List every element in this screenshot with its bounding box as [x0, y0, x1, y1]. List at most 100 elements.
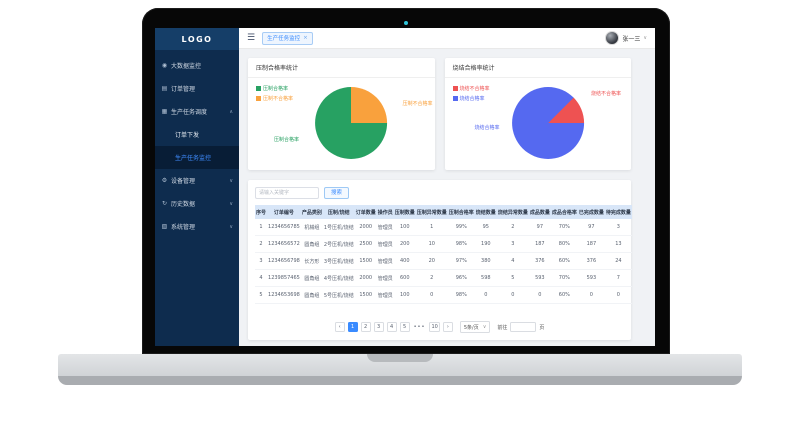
- sidebar-item-label: 大数据监控: [171, 63, 202, 70]
- table-cell: 593: [577, 269, 605, 287]
- table-cell: 5: [496, 269, 529, 287]
- table-cell: 3: [496, 235, 529, 253]
- table-row[interactable]: 4 1239857465 圆角组 4号压机/烧结 2000 管理员 600 2 96% 598 5 5…: [255, 269, 632, 287]
- table-cell: 2000: [354, 269, 377, 287]
- user-name: 张一三: [622, 35, 641, 43]
- prev-page-button[interactable]: ‹: [334, 322, 345, 332]
- sidebar-item-label: 订单下发: [175, 132, 200, 139]
- table-cell: 95: [474, 219, 497, 236]
- camera-dot: [404, 21, 408, 25]
- table-cell: 0: [474, 286, 497, 304]
- table-cell: 1234656785: [267, 219, 301, 236]
- column-header: 操作员: [376, 205, 394, 219]
- legend-item[interactable]: 烧结合格率: [452, 95, 490, 102]
- legend-swatch: [256, 86, 261, 91]
- chart-cards-row: 压制合格率统计 压制合格率 压制不合格率 压制不合格率 压制合格率 烧结合格率统计 烧结不合…: [248, 58, 631, 170]
- table-cell: 机械组: [300, 219, 323, 236]
- chevron-up-icon: ∧: [229, 108, 233, 115]
- chart-legend: 烧结不合格率 烧结合格率: [452, 85, 490, 102]
- sidebar-item-label: 系统管理: [171, 224, 196, 231]
- table-cell: 380: [474, 252, 497, 270]
- page-button-1[interactable]: 1: [347, 322, 358, 332]
- chevron-down-icon: ∨: [643, 35, 647, 41]
- page-ellipsis: •••: [413, 324, 426, 330]
- history-icon: ↻: [161, 200, 168, 207]
- page-button-5[interactable]: 5: [399, 322, 410, 332]
- sidebar-item-历史数据[interactable]: ↻ 历史数据 ∨: [155, 192, 239, 215]
- sidebar-item-订单下发[interactable]: 订单下发: [155, 123, 239, 146]
- table-cell: 10: [415, 235, 448, 253]
- sidebar-item-生产任务调度[interactable]: ▦ 生产任务调度 ∧: [155, 100, 239, 123]
- table-cell: 376: [577, 252, 605, 270]
- user-avatar: [605, 31, 620, 45]
- legend-item[interactable]: 压制不合格率: [256, 95, 293, 102]
- column-header: 序号: [255, 205, 268, 219]
- table-cell: 1: [255, 219, 268, 236]
- table-cell: 2: [415, 269, 448, 287]
- chart-title: 烧结合格率统计: [444, 58, 631, 78]
- task-icon: ▦: [161, 108, 168, 115]
- column-header: 成品合格率: [550, 205, 578, 219]
- logo: LOGO: [155, 28, 239, 50]
- sidebar-menu: ◉ 大数据监控 ▤ 订单管理 ▦ 生产任务调度 ∧ 订单下发 生产任务监控 ⚙ 设备管理 ∨ ↻ 历史数据…: [155, 50, 239, 238]
- sidebar: LOGO ◉ 大数据监控 ▤ 订单管理 ▦ 生产任务调度 ∧ 订单下发 生产任务监控 ⚙ 设备管理 ∨…: [155, 28, 239, 346]
- table-row[interactable]: 3 1234656798 长方形 3号压机/烧结 1500 管理员 400 20 97% 380 4…: [255, 252, 632, 270]
- goto-page-input[interactable]: [510, 322, 537, 332]
- sidebar-item-系统管理[interactable]: ▧ 系统管理 ∨: [155, 215, 239, 238]
- monitor-icon: ◉: [161, 62, 168, 69]
- table-cell: 100: [393, 219, 416, 236]
- table-cell: 1239857465: [267, 269, 301, 287]
- sidebar-item-大数据监控[interactable]: ◉ 大数据监控: [155, 54, 239, 77]
- goto-label: 前往: [497, 324, 508, 331]
- close-icon[interactable]: ×: [303, 35, 308, 41]
- pie-label: 压制合格率: [274, 137, 300, 143]
- order-icon: ▤: [161, 85, 168, 92]
- next-page-button[interactable]: ›: [442, 322, 453, 332]
- table-cell: 圆角组: [300, 286, 323, 304]
- pie-chart: [315, 87, 388, 159]
- page-button-2[interactable]: 2: [360, 322, 371, 332]
- tab-production-monitor[interactable]: 生产任务监控 ×: [262, 31, 313, 45]
- table-row[interactable]: 5 1234653698 圆角组 5号压机/烧结 1500 管理员 100 0 98% 0 0 0 60…: [255, 286, 632, 304]
- table-cell: 98%: [447, 235, 475, 253]
- table-cell: 管理员: [376, 286, 394, 304]
- page-button-4[interactable]: 4: [386, 322, 397, 332]
- column-header: 烧结数量: [474, 205, 497, 219]
- table-cell: 187: [528, 235, 551, 253]
- table-cell: 0: [604, 286, 632, 304]
- pie-label: 烧结不合格率: [590, 91, 621, 97]
- user-menu[interactable]: 张一三 ∨: [605, 31, 647, 45]
- sidebar-item-生产任务监控[interactable]: 生产任务监控: [155, 146, 239, 169]
- main-content: 压制合格率统计 压制合格率 压制不合格率 压制不合格率 压制合格率 烧结合格率统计 烧结不合…: [239, 49, 655, 346]
- orders-table: 序号 订单编号 产品类别 压制/烧结 订单数量 操作员 压制数量 压制异常数量 压制合格率 烧结数…: [255, 205, 632, 304]
- table-row[interactable]: 1 1234656785 机械组 1号压机/烧结 2000 管理员 100 1 99% 95 2 97…: [255, 219, 632, 236]
- pie-chart: [511, 87, 584, 159]
- column-header: 订单数量: [354, 205, 377, 219]
- table-row[interactable]: 2 1234656572 圆角组 2号压机/烧结 2500 管理员 200 10 98% 190 3…: [255, 235, 632, 253]
- table-cell: 管理员: [376, 252, 394, 270]
- table-cell: 200: [393, 235, 416, 253]
- search-input[interactable]: [255, 187, 319, 199]
- hamburger-icon[interactable]: ☰: [247, 32, 256, 43]
- page-button-10[interactable]: 10: [429, 322, 440, 332]
- pagination: ‹ 1 2 3 4 5 ••• 10 › 5条/页 ∨ 前往 页: [248, 321, 631, 333]
- legend-item[interactable]: 压制合格率: [256, 85, 293, 92]
- sidebar-item-label: 设备管理: [171, 178, 196, 185]
- column-header: 待完成数量: [604, 205, 632, 219]
- table-cell: 4: [255, 269, 268, 287]
- sidebar-item-订单管理[interactable]: ▤ 订单管理: [155, 77, 239, 100]
- search-button[interactable]: 搜索: [324, 187, 350, 199]
- table-cell: 3: [604, 219, 632, 236]
- table-cell: 5: [255, 286, 268, 304]
- legend-label: 压制合格率: [263, 86, 289, 92]
- table-cell: 1500: [354, 252, 377, 270]
- table-cell: 3: [255, 252, 268, 270]
- page-size-select[interactable]: 5条/页 ∨: [459, 321, 491, 333]
- table-cell: 97%: [447, 252, 475, 270]
- sidebar-item-设备管理[interactable]: ⚙ 设备管理 ∨: [155, 169, 239, 192]
- page-button-3[interactable]: 3: [373, 322, 384, 332]
- legend-item[interactable]: 烧结不合格率: [452, 85, 490, 92]
- table-cell: 598: [474, 269, 497, 287]
- table-cell: 98%: [447, 286, 475, 304]
- device-icon: ⚙: [161, 177, 168, 184]
